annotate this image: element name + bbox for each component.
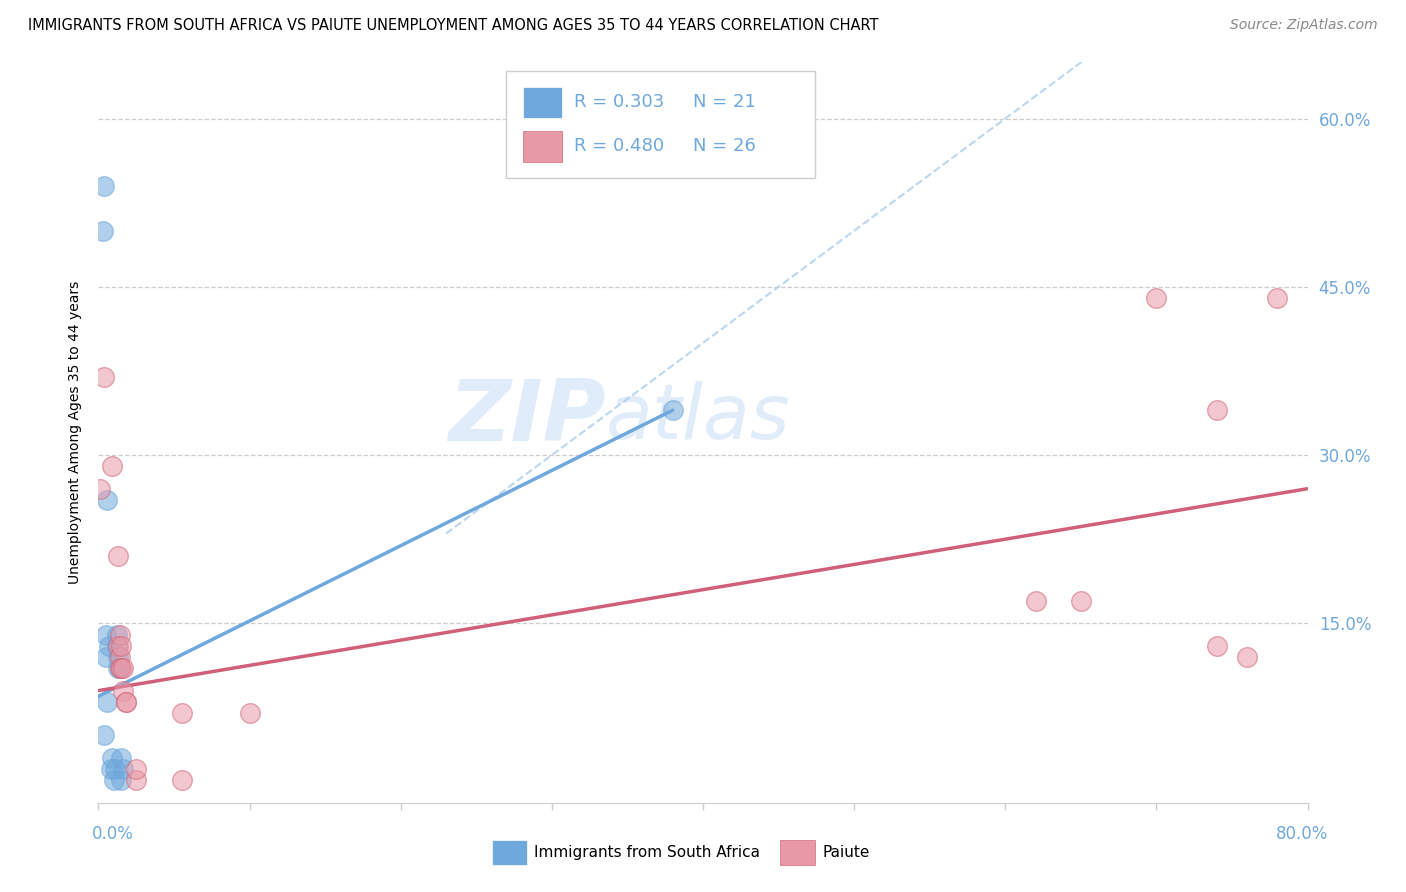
Point xyxy=(661,403,683,417)
Point xyxy=(101,459,124,474)
Point xyxy=(239,706,262,720)
Point xyxy=(114,695,136,709)
Point xyxy=(110,661,132,675)
Point xyxy=(111,683,134,698)
Point xyxy=(104,762,127,776)
Point xyxy=(107,639,129,653)
Text: ZIP: ZIP xyxy=(449,376,606,459)
Point xyxy=(91,224,114,238)
Point xyxy=(170,706,193,720)
Point xyxy=(101,751,124,765)
Point xyxy=(110,773,132,788)
Text: R = 0.303: R = 0.303 xyxy=(574,93,664,111)
Point xyxy=(1070,594,1092,608)
Point xyxy=(108,661,131,675)
Text: N = 21: N = 21 xyxy=(693,93,756,111)
Point xyxy=(1267,291,1289,305)
Point xyxy=(107,650,129,665)
Point xyxy=(94,627,117,641)
Point xyxy=(1024,594,1046,608)
Text: R = 0.480: R = 0.480 xyxy=(574,137,664,155)
Point xyxy=(125,762,148,776)
Point xyxy=(89,482,111,496)
Point xyxy=(93,178,115,193)
Y-axis label: Unemployment Among Ages 35 to 44 years: Unemployment Among Ages 35 to 44 years xyxy=(67,281,82,584)
Point xyxy=(107,549,129,563)
Point xyxy=(100,762,122,776)
Point xyxy=(125,773,148,788)
Point xyxy=(1236,650,1258,665)
Text: 0.0%: 0.0% xyxy=(91,825,134,843)
Text: 80.0%: 80.0% xyxy=(1277,825,1329,843)
Point xyxy=(111,762,134,776)
Point xyxy=(170,773,193,788)
Point xyxy=(96,695,118,709)
Text: Paiute: Paiute xyxy=(823,846,870,860)
Point xyxy=(98,639,121,653)
Point xyxy=(105,639,128,653)
Point xyxy=(105,627,128,641)
Point xyxy=(103,773,125,788)
Point xyxy=(1206,403,1229,417)
Text: N = 26: N = 26 xyxy=(693,137,756,155)
Point xyxy=(108,650,131,665)
Point xyxy=(111,661,134,675)
Text: IMMIGRANTS FROM SOUTH AFRICA VS PAIUTE UNEMPLOYMENT AMONG AGES 35 TO 44 YEARS CO: IMMIGRANTS FROM SOUTH AFRICA VS PAIUTE U… xyxy=(28,18,879,33)
Text: Source: ZipAtlas.com: Source: ZipAtlas.com xyxy=(1230,18,1378,32)
Point xyxy=(93,369,115,384)
Text: atlas: atlas xyxy=(606,381,790,455)
Point xyxy=(114,695,136,709)
Text: Immigrants from South Africa: Immigrants from South Africa xyxy=(534,846,761,860)
Point xyxy=(110,639,132,653)
Point xyxy=(1144,291,1167,305)
Point xyxy=(96,492,118,507)
Point xyxy=(110,751,132,765)
Point xyxy=(108,661,131,675)
Point xyxy=(93,729,115,743)
Point xyxy=(107,661,129,675)
Point xyxy=(1206,639,1229,653)
Point xyxy=(94,650,117,665)
Point xyxy=(108,627,131,641)
